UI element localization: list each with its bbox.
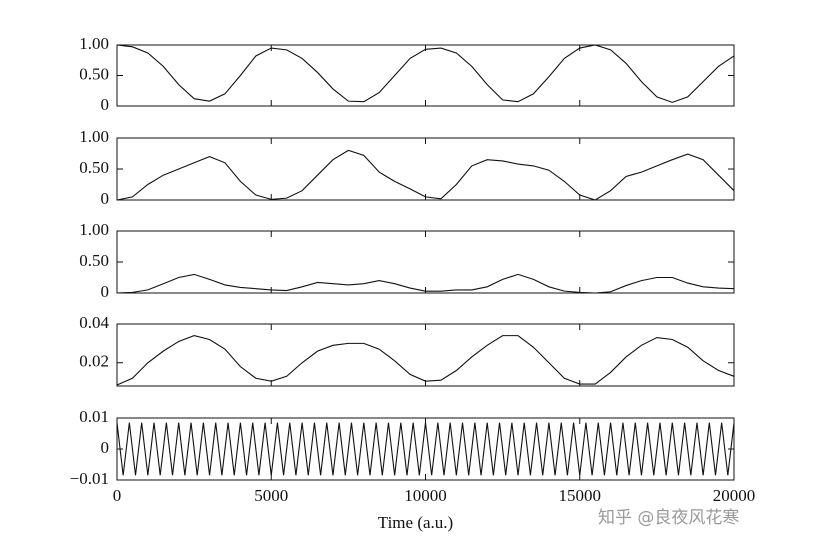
y-tick-label: 0.02 xyxy=(79,352,109,371)
x-tick-label: 5000 xyxy=(254,486,288,505)
data-line xyxy=(116,149,735,201)
y-tick-label: 1.00 xyxy=(79,127,109,146)
panel-frame xyxy=(116,137,735,201)
data-line xyxy=(116,335,735,386)
data-line xyxy=(116,273,735,294)
y-tick-label: 1.00 xyxy=(79,220,109,239)
data-line xyxy=(116,422,735,476)
x-tick-label: 20000 xyxy=(713,486,756,505)
y-tick-label: 0.04 xyxy=(79,313,109,332)
panel-frame xyxy=(116,323,735,387)
y-tick-label: 0 xyxy=(101,282,110,301)
x-tick-label: 10000 xyxy=(404,486,447,505)
y-tick-label: 0 xyxy=(101,189,110,208)
panel-frame xyxy=(116,230,735,294)
x-tick-label: 0 xyxy=(113,486,122,505)
x-tick-label: 15000 xyxy=(559,486,602,505)
x-axis-label: Time (a.u.) xyxy=(378,513,453,532)
panel-frame xyxy=(116,44,735,107)
y-tick-label: 0.01 xyxy=(79,407,109,426)
y-tick-label: 0 xyxy=(101,438,110,457)
y-tick-label: −0.01 xyxy=(70,469,109,488)
y-tick-label: 0.50 xyxy=(79,251,109,270)
data-line xyxy=(116,44,735,103)
y-tick-label: 0 xyxy=(101,95,110,114)
y-tick-label: 0.50 xyxy=(79,64,109,83)
y-tick-label: 1.00 xyxy=(79,34,109,53)
y-tick-label: 0.50 xyxy=(79,158,109,177)
watermark: 知乎 @良夜风花寒 xyxy=(598,508,739,528)
